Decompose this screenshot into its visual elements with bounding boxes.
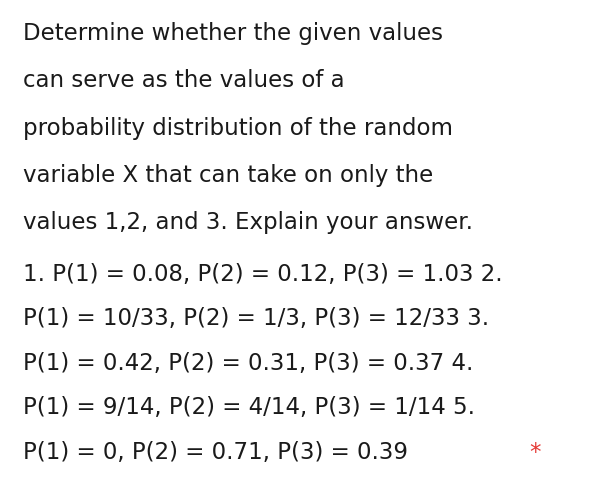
Text: values 1,2, and 3. Explain your answer.: values 1,2, and 3. Explain your answer. (23, 211, 473, 234)
Text: P(1) = 0.42, P(2) = 0.31, P(3) = 0.37 4.: P(1) = 0.42, P(2) = 0.31, P(3) = 0.37 4. (23, 352, 473, 375)
Text: can serve as the values of a: can serve as the values of a (23, 69, 344, 92)
Text: P(1) = 0, P(2) = 0.71, P(3) = 0.39: P(1) = 0, P(2) = 0.71, P(3) = 0.39 (23, 441, 415, 464)
Text: P(1) = 9/14, P(2) = 4/14, P(3) = 1/14 5.: P(1) = 9/14, P(2) = 4/14, P(3) = 1/14 5. (23, 396, 475, 419)
Text: 1. P(1) = 0.08, P(2) = 0.12, P(3) = 1.03 2.: 1. P(1) = 0.08, P(2) = 0.12, P(3) = 1.03… (23, 263, 503, 286)
Text: *: * (529, 441, 541, 464)
Text: Determine whether the given values: Determine whether the given values (23, 22, 443, 45)
Text: probability distribution of the random: probability distribution of the random (23, 117, 453, 140)
Text: P(1) = 10/33, P(2) = 1/3, P(3) = 12/33 3.: P(1) = 10/33, P(2) = 1/3, P(3) = 12/33 3… (23, 307, 489, 330)
Text: variable X that can take on only the: variable X that can take on only the (23, 164, 433, 187)
